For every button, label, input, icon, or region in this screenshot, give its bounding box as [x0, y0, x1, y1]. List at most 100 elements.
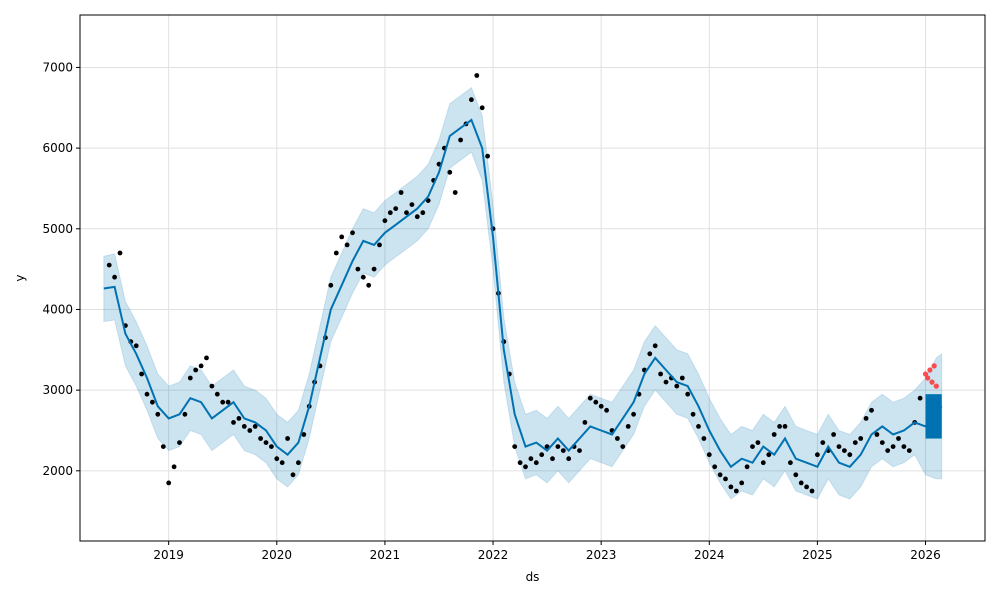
observed-point [917, 395, 923, 401]
observed-point [625, 424, 631, 429]
observed-point [798, 480, 804, 486]
y-tick-label: 3000 [42, 383, 73, 397]
x-tick-label: 2021 [370, 548, 401, 562]
observed-point [620, 444, 626, 449]
observed-point [290, 472, 296, 478]
observed-point [587, 395, 593, 401]
observed-point [523, 464, 528, 470]
observed-point [793, 472, 799, 478]
observed-point [274, 456, 280, 462]
observed-point [258, 436, 263, 441]
observed-point [485, 153, 490, 159]
observed-point [371, 266, 377, 272]
observed-point [382, 218, 388, 224]
observed-point [333, 250, 339, 256]
observed-point [890, 444, 896, 449]
observed-point [663, 379, 669, 385]
y-tick-label: 6000 [42, 141, 73, 155]
observed-point [885, 448, 891, 453]
observed-point [696, 424, 701, 429]
y-tick-label: 7000 [42, 60, 73, 74]
observed-point [842, 448, 847, 453]
observed-point [906, 448, 912, 453]
observed-point [193, 367, 199, 373]
observed-point [598, 403, 604, 409]
observed-point [744, 464, 750, 470]
observed-point [296, 460, 301, 466]
observed-point [647, 351, 653, 357]
observed-point [214, 391, 220, 397]
future-point [925, 375, 931, 381]
observed-point [279, 460, 285, 466]
future-points [922, 363, 939, 389]
y-tick-label: 2000 [42, 464, 73, 478]
x-tick-label: 2024 [694, 548, 725, 562]
observed-point [155, 411, 161, 417]
observed-point [863, 416, 869, 421]
observed-point [339, 234, 345, 240]
x-tick-label: 2026 [910, 548, 941, 562]
observed-point [836, 444, 842, 449]
observed-point [387, 210, 393, 216]
observed-point [414, 214, 420, 220]
observed-point [712, 464, 718, 470]
observed-point [252, 424, 258, 429]
x-tick-label: 2025 [802, 548, 833, 562]
observed-point [582, 420, 588, 425]
observed-point [690, 411, 696, 417]
observed-point [452, 190, 458, 195]
observed-point [728, 484, 734, 490]
observed-point [852, 440, 858, 445]
observed-point [815, 452, 820, 458]
observed-point [550, 456, 555, 462]
observed-point [517, 460, 523, 466]
x-tick-label: 2019 [153, 548, 184, 562]
observed-point [615, 436, 620, 441]
uncertainty-interval-band [103, 86, 943, 500]
observed-point [733, 488, 739, 494]
observed-point [425, 198, 431, 204]
observed-point [831, 432, 836, 437]
observed-point [225, 399, 231, 405]
observed-point [144, 391, 150, 397]
observed-point [182, 411, 188, 417]
observed-point [512, 444, 518, 449]
observed-point [820, 440, 826, 445]
future-point [931, 363, 937, 369]
observed-point [555, 444, 561, 449]
observed-point [247, 428, 253, 433]
observed-point [847, 452, 853, 458]
observed-point [566, 456, 572, 462]
observed-point [285, 436, 290, 441]
observed-point [755, 440, 761, 445]
observed-point [263, 440, 269, 445]
observed-point [604, 407, 609, 413]
observed-point [479, 105, 485, 111]
observed-point [404, 210, 409, 216]
observed-point [204, 355, 209, 361]
y-tick-label: 4000 [42, 302, 73, 316]
observed-point [231, 420, 236, 425]
observed-point [766, 452, 772, 458]
forecast-line [103, 118, 943, 469]
observed-point [269, 444, 274, 449]
observed-point [447, 169, 453, 175]
observed-point [398, 190, 404, 195]
observed-point [750, 444, 755, 449]
observed-point [139, 371, 145, 377]
observed-point [674, 383, 680, 389]
observed-point [160, 444, 166, 449]
observed-point [350, 230, 355, 236]
observed-point [685, 391, 691, 397]
observed-point [809, 488, 815, 494]
observed-point [777, 424, 782, 429]
observed-point [679, 375, 685, 381]
observed-point [393, 206, 399, 212]
observed-point [539, 452, 545, 458]
observed-point [723, 476, 728, 482]
observed-point [652, 343, 658, 349]
observed-point [469, 97, 474, 103]
observed-point [187, 375, 193, 381]
future-forecast-band [925, 394, 942, 439]
